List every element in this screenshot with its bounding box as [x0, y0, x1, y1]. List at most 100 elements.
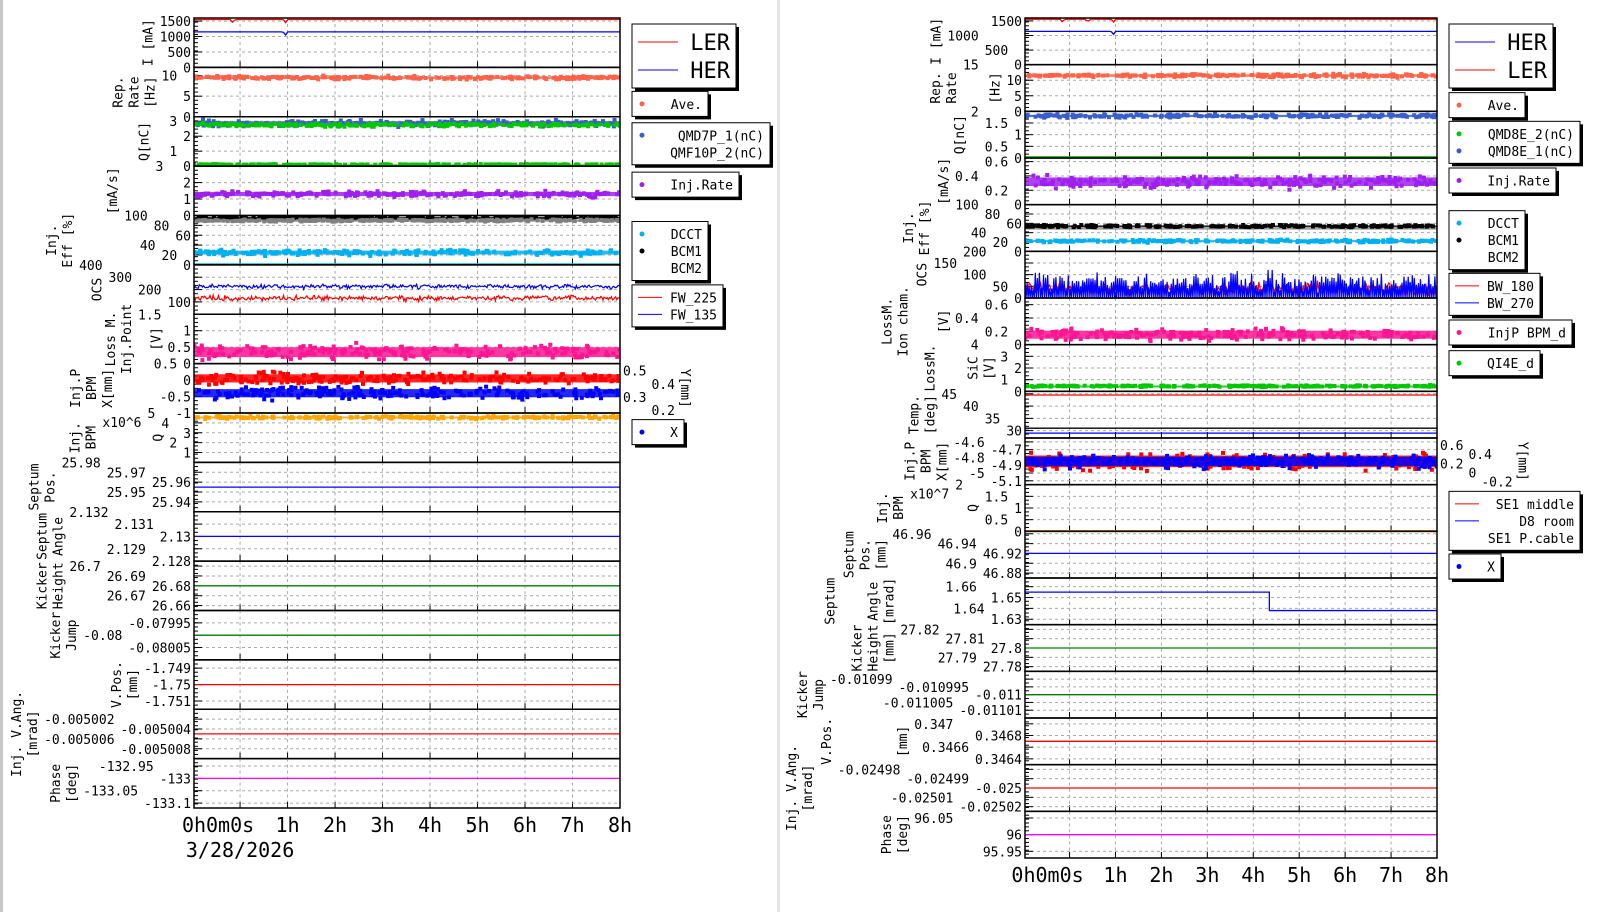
panel-2 [1024, 63, 1438, 113]
y-tick-label: 1.5 [985, 490, 1008, 505]
series-ave--point [1208, 74, 1213, 79]
series-ave--point [1395, 75, 1400, 80]
series-x-point [492, 386, 497, 391]
series-x-point [352, 385, 357, 390]
series-ave--point [1271, 75, 1276, 80]
y-tick-label: 0 [183, 374, 191, 389]
y-tick-label: 3 [1000, 350, 1008, 365]
series-qmf10p-2-nc--point [451, 121, 456, 126]
y-tick-label: 4 [161, 417, 169, 432]
y-axis-label: Ion cham. [897, 286, 912, 356]
series-group [194, 117, 620, 167]
y-tick-label: 100 [124, 210, 147, 225]
series-y-point [220, 380, 225, 385]
panel-3 [1024, 110, 1438, 159]
y-axis-label: [deg] [65, 764, 80, 803]
series-1-point [308, 344, 313, 349]
series-bcm1-point [1144, 223, 1149, 228]
series-dcct-point [315, 252, 320, 257]
series-dcct-point [1347, 240, 1352, 245]
series-fw-225-trace [194, 292, 620, 304]
series-1-point [245, 344, 250, 349]
y-axis-label: [mm] [874, 539, 889, 570]
series-dcct-band [194, 250, 620, 255]
series-dcct-point [550, 252, 555, 257]
series-qmd7p-1-nc--point [420, 118, 425, 123]
series-group [194, 413, 620, 422]
y-tick-label: 200 [138, 284, 161, 299]
y-tick-label: 40 [963, 400, 979, 415]
y-tick-label: 400 [79, 259, 102, 274]
y-tick-label: -0.011 [975, 689, 1022, 704]
series-dcct-point [1363, 237, 1367, 242]
y-tick-label: 100 [955, 199, 978, 214]
legend-label: FW_225 [670, 291, 717, 306]
y-axis-label: Phase [880, 815, 895, 854]
series-1-point [425, 356, 430, 361]
y-axis-label: Pos. [858, 539, 873, 570]
series-1-point [548, 342, 553, 347]
series-group [1025, 71, 1437, 80]
series-ave--point [1331, 71, 1336, 76]
series-inj-rate-point [392, 194, 397, 199]
y-tick-label: -4.9 [991, 459, 1022, 474]
y-tick-label: 0 [1014, 525, 1022, 540]
y-tick-label: -0.5 [160, 391, 191, 406]
y-axis-label: Kicker [796, 671, 811, 718]
series-ave--point [321, 73, 326, 78]
y-axis-label: Phase [49, 764, 64, 803]
series-3-point [198, 162, 203, 167]
y-tick-label: 96 [1006, 829, 1022, 844]
series-group [194, 369, 620, 403]
series-qmf10p-2-nc--point [371, 121, 376, 126]
y-axis-label: Inj. [902, 212, 917, 243]
series-qmd8e-1-nc--point [1134, 112, 1139, 117]
series-3-point [428, 162, 433, 167]
legend-box [631, 221, 709, 281]
series-x-band [194, 389, 620, 398]
legend-label: DCCT [671, 228, 702, 243]
y-tick-label: 2 [955, 479, 963, 494]
y2-axis-label: Y[mm] [677, 369, 692, 408]
series-3-point [575, 162, 580, 167]
series-qmf10p-2-nc--point [342, 124, 347, 129]
y-tick-label: 2.131 [115, 518, 154, 533]
y-axis-label: SiC [966, 356, 981, 379]
y-tick-label: 100 [963, 269, 986, 284]
series-1-point [560, 416, 565, 421]
series-group [1025, 18, 1437, 36]
series-y-point [278, 370, 283, 375]
legend-box [631, 122, 771, 166]
y-tick-label: 2 [1014, 362, 1022, 377]
series-her-line [1025, 30, 1437, 36]
y-tick-label: 5 [1014, 90, 1022, 105]
y-tick-label: 1000 [947, 30, 978, 45]
series-3-point [483, 162, 488, 167]
y-tick-label: 300 [109, 271, 132, 286]
y-axis-label: Kicker [49, 612, 64, 659]
series-ave--point [556, 77, 561, 82]
series-x-point [442, 396, 447, 401]
series-dcct-point [1147, 237, 1152, 242]
panel-frame [1024, 63, 1438, 113]
series-bcm2-point [529, 217, 534, 222]
legend: QMD7P_1(nC) QMF10P_2(nC) [631, 122, 773, 168]
series-inj-rate-point [1332, 185, 1337, 190]
series-bcm2-point [509, 217, 514, 222]
y-multiplier: x10^7 [910, 488, 949, 503]
y-tick-label: 0 [183, 210, 191, 225]
series-qmf10p-2-nc--point [487, 124, 492, 129]
series-ave--point [429, 77, 434, 82]
y-tick-label: -0.08 [83, 629, 122, 644]
series-ave--point [1366, 75, 1371, 80]
y-tick-label: 1 [183, 193, 191, 208]
series-1-point [199, 343, 204, 348]
series-y-point [560, 372, 565, 377]
series-1-point [454, 343, 459, 348]
series-qmf10p-2-nc--point [459, 121, 464, 126]
series-3-point [478, 162, 483, 167]
series-qmd7p-1-nc--point [553, 117, 558, 122]
series-x-point [355, 385, 360, 389]
series-y-point [281, 372, 286, 376]
series-inj-rate-point [410, 189, 415, 194]
